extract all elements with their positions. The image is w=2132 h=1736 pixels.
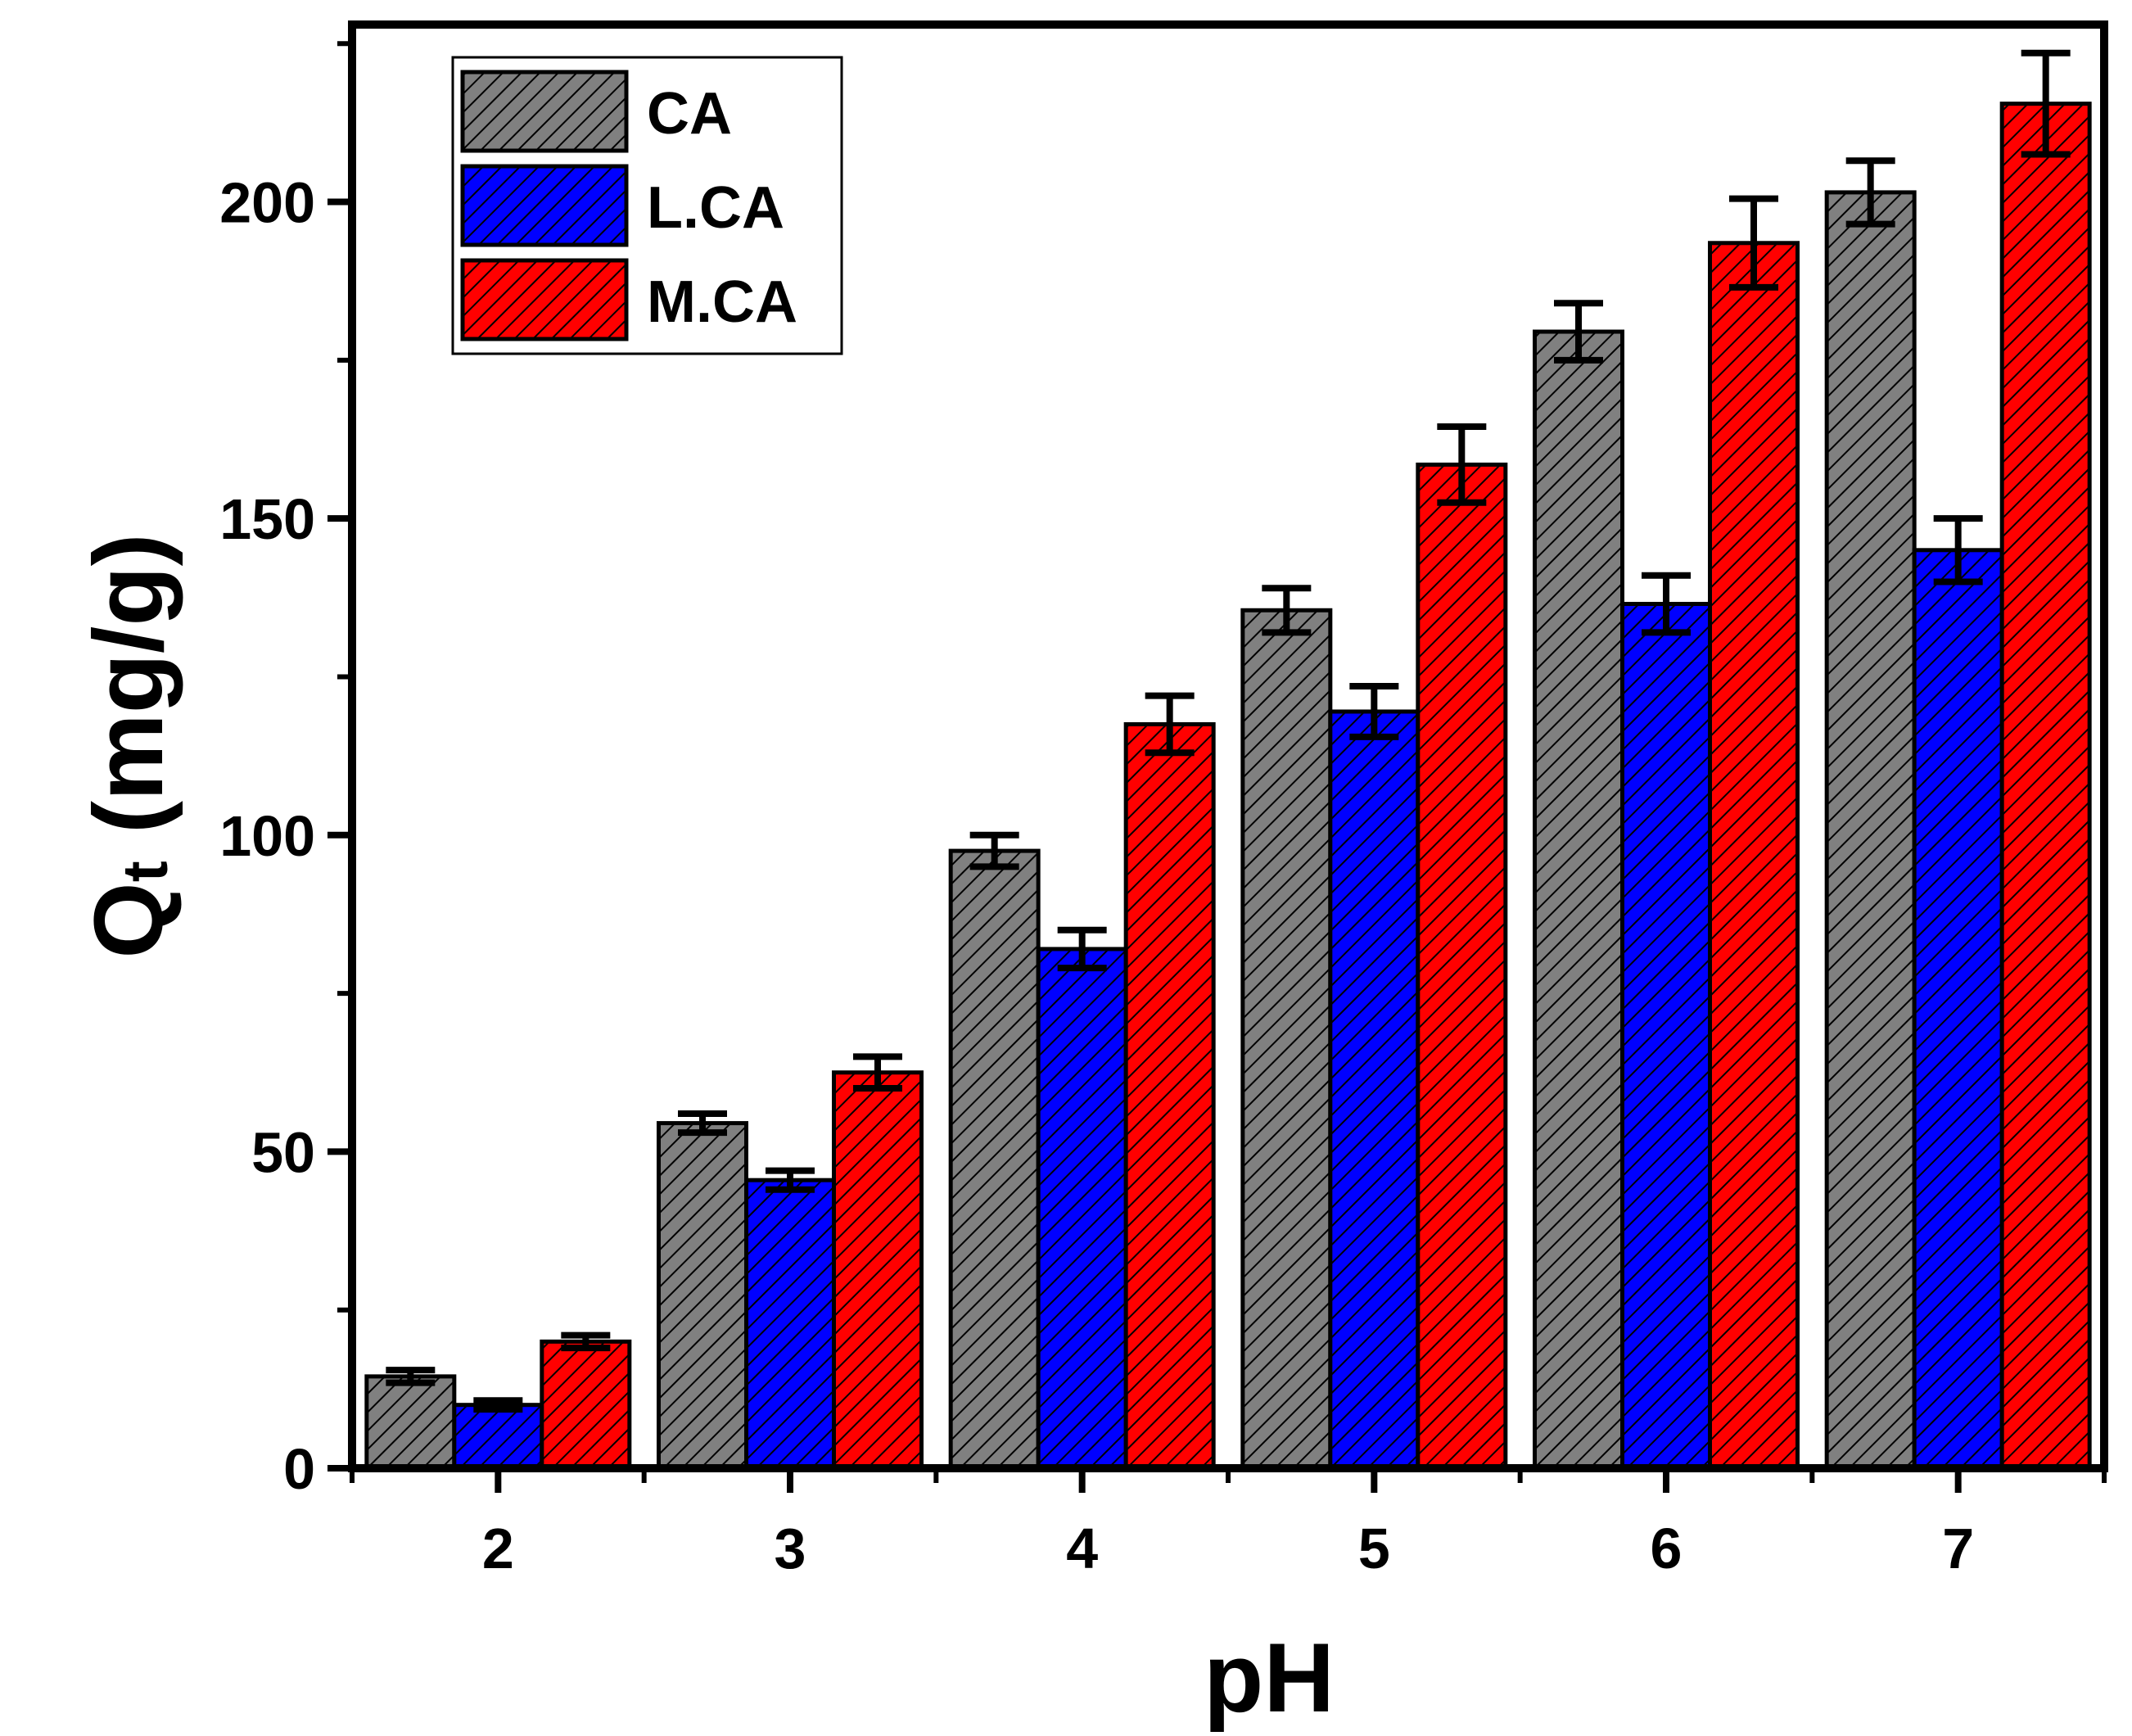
- bar-lca-ph3: [744, 1178, 836, 1471]
- x-tick-label: 3: [775, 1517, 806, 1580]
- bar-lca-ph6: [1620, 602, 1712, 1471]
- bar-ca-ph2: [364, 1374, 457, 1471]
- bar-lca-ph2: [452, 1403, 544, 1471]
- legend-swatch-mca: [460, 258, 629, 341]
- y-tick-label: 150: [219, 487, 315, 551]
- legend-label-lca: L.CA: [647, 175, 784, 241]
- error-bar-ca-ph4: [969, 831, 1019, 870]
- y-ticks-group: 0 50 100 150 200: [219, 41, 352, 1501]
- legend-swatch-lca: [460, 164, 629, 247]
- error-bar-ca-ph6: [1554, 300, 1603, 364]
- bar-lca-ph4: [1036, 947, 1128, 1471]
- error-bar-lca-ph7: [1933, 515, 1983, 585]
- bar-lca-ph7: [1912, 548, 2004, 1471]
- bar-mca-ph5: [1416, 462, 1508, 1471]
- error-bars-group: [386, 49, 2071, 1413]
- bar-ca-ph6: [1533, 329, 1624, 1471]
- error-bar-ca-ph2: [386, 1367, 436, 1386]
- bar-ca-ph7: [1824, 190, 1917, 1471]
- x-tick-label: 6: [1651, 1517, 1683, 1580]
- y-axis-title-group: Qt (mg/g): [74, 533, 183, 958]
- bar-ca-ph3: [657, 1121, 748, 1471]
- x-tick-label: 7: [1942, 1517, 1974, 1580]
- error-bar-lca-ph3: [766, 1167, 815, 1193]
- bar-ca-ph4: [948, 848, 1041, 1471]
- error-bar-ca-ph5: [1262, 585, 1312, 636]
- error-bar-lca-ph6: [1642, 572, 1691, 636]
- y-axis-title: Qt (mg/g): [74, 533, 183, 958]
- bar-mca-ph4: [1123, 721, 1216, 1471]
- bars-group: [364, 102, 2092, 1471]
- error-bar-ca-ph7: [1845, 157, 1895, 228]
- x-ticks-group: 2 3 4 5 6 7: [350, 1468, 2107, 1580]
- error-bar-mca-ph2: [561, 1331, 611, 1352]
- bar-mca-ph3: [832, 1070, 924, 1471]
- x-axis-title: pH: [1204, 1623, 1335, 1733]
- legend-label-ca: CA: [647, 81, 732, 147]
- error-bar-lca-ph4: [1057, 926, 1107, 972]
- x-tick-label: 4: [1066, 1517, 1098, 1580]
- y-tick-label: 50: [251, 1120, 315, 1184]
- error-bar-mca-ph4: [1145, 692, 1195, 757]
- bar-mca-ph6: [1708, 241, 1800, 1471]
- error-bar-lca-ph2: [473, 1397, 523, 1413]
- error-bar-mca-ph6: [1729, 195, 1778, 291]
- bar-ca-ph5: [1240, 608, 1333, 1471]
- y-axis-title-sub: t: [109, 861, 181, 882]
- error-bar-mca-ph5: [1437, 423, 1487, 506]
- y-axis-title-unit: (mg/g): [74, 533, 183, 861]
- x-tick-label: 2: [482, 1517, 514, 1580]
- y-tick-label: 0: [283, 1437, 315, 1501]
- legend-swatch-ca: [460, 70, 629, 153]
- legend-label-mca: M.CA: [647, 269, 797, 335]
- x-tick-label: 5: [1358, 1517, 1390, 1580]
- bar-mca-ph2: [540, 1339, 632, 1471]
- legend: CA L.CA M.CA: [451, 56, 843, 355]
- bar-lca-ph5: [1328, 709, 1421, 1471]
- y-axis-title-main: Q: [74, 882, 183, 958]
- error-bar-lca-ph5: [1349, 683, 1399, 740]
- error-bar-mca-ph7: [2021, 49, 2071, 158]
- error-bar-mca-ph3: [853, 1053, 902, 1092]
- bar-mca-ph7: [1999, 102, 2092, 1471]
- y-tick-label: 200: [219, 171, 315, 235]
- error-bar-ca-ph3: [678, 1110, 727, 1137]
- y-tick-label: 100: [219, 804, 315, 868]
